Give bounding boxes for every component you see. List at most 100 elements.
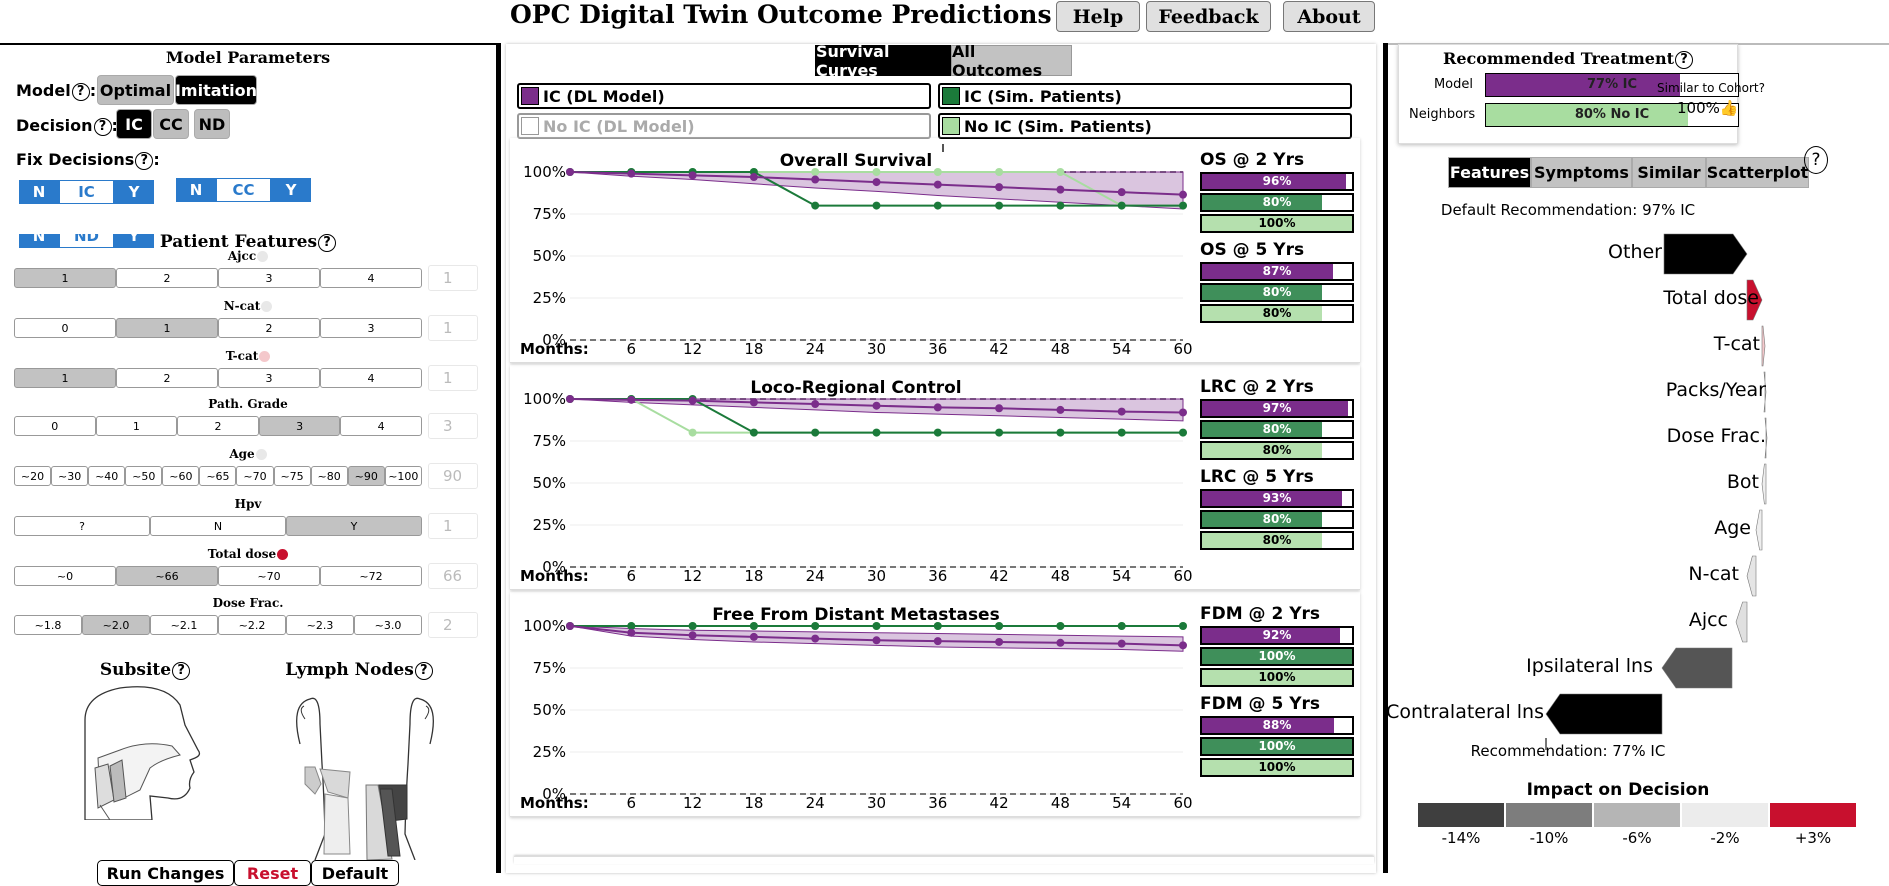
feature-value-path-grade[interactable]: 3 <box>428 413 478 439</box>
series-point[interactable] <box>566 622 574 630</box>
fix-ic-option-y[interactable]: Y <box>114 180 154 204</box>
feature-option[interactable]: 1 <box>14 368 116 388</box>
series-point[interactable] <box>1056 622 1065 630</box>
series-point[interactable] <box>1117 428 1126 437</box>
feature-option[interactable]: 1 <box>95 416 178 436</box>
waterfall-bar[interactable] <box>1763 371 1767 413</box>
series-point[interactable] <box>872 636 881 645</box>
feature-option[interactable]: ~60 <box>162 466 200 486</box>
feature-tab-symptoms[interactable]: Symptoms <box>1531 157 1632 188</box>
series-point[interactable] <box>995 404 1004 413</box>
waterfall-bar[interactable] <box>1761 463 1767 505</box>
lymph-nodes-help-icon[interactable]: ? <box>414 661 433 680</box>
feature-option[interactable]: ~50 <box>125 466 163 486</box>
series-point[interactable] <box>872 428 881 437</box>
waterfall-bar[interactable] <box>1661 647 1733 689</box>
feature-option[interactable]: 3 <box>320 318 422 338</box>
series-point[interactable] <box>872 201 881 210</box>
decision-option-nd[interactable]: ND <box>194 109 230 139</box>
fix-decisions-help-icon[interactable]: ? <box>135 151 154 170</box>
series-point[interactable] <box>872 401 881 410</box>
feature-option[interactable]: ~70 <box>236 466 274 486</box>
feature-option[interactable]: ~65 <box>199 466 237 486</box>
series-point[interactable] <box>1056 201 1065 210</box>
feature-option[interactable]: 0 <box>14 416 96 436</box>
series-point[interactable] <box>1056 428 1065 437</box>
series-point[interactable] <box>872 168 881 176</box>
series-point[interactable] <box>933 637 942 646</box>
series-point[interactable] <box>995 622 1004 630</box>
series-point[interactable] <box>1056 405 1065 414</box>
feature-option[interactable]: ~75 <box>273 466 311 486</box>
feature-option[interactable]: ~80 <box>310 466 348 486</box>
series-point[interactable] <box>995 183 1004 192</box>
fix-cc-option-y[interactable]: Y <box>271 178 311 202</box>
fix-ic-option-n[interactable]: N <box>19 180 59 204</box>
feature-option[interactable]: 2 <box>218 318 320 338</box>
series-point[interactable] <box>566 395 574 403</box>
feature-option[interactable]: ~66 <box>116 566 218 586</box>
legend-ic-dl-model[interactable]: IC (DL Model) <box>517 83 931 109</box>
series-point[interactable] <box>749 632 758 641</box>
feature-option[interactable]: 1 <box>14 268 116 288</box>
feature-option[interactable]: 1 <box>116 318 218 338</box>
series-point[interactable] <box>627 395 636 404</box>
series-point[interactable] <box>933 180 942 189</box>
feature-option[interactable]: ~40 <box>88 466 126 486</box>
feature-value-t-cat[interactable]: 1 <box>428 365 478 391</box>
series-point[interactable] <box>811 201 820 210</box>
feature-option[interactable]: N <box>150 516 286 536</box>
feature-value-age[interactable]: 90 <box>428 463 478 489</box>
series-point[interactable] <box>627 169 636 178</box>
series-point[interactable] <box>688 622 697 630</box>
series-point[interactable] <box>627 628 636 637</box>
waterfall-bar[interactable] <box>1735 601 1748 643</box>
series-point[interactable] <box>995 428 1004 437</box>
series-point[interactable] <box>1117 407 1126 416</box>
series-point[interactable] <box>872 178 881 187</box>
feature-option[interactable]: 2 <box>116 368 218 388</box>
series-point[interactable] <box>1117 188 1126 197</box>
feature-option[interactable]: 4 <box>340 416 422 436</box>
series-point[interactable] <box>688 171 697 180</box>
series-point[interactable] <box>749 173 758 182</box>
feature-value-ajcc[interactable]: 1 <box>428 265 478 291</box>
feature-option[interactable]: ~72 <box>320 566 422 586</box>
feature-value-hpv[interactable]: 1 <box>428 513 478 539</box>
series-point[interactable] <box>1179 201 1187 210</box>
waterfall-bar[interactable] <box>1746 279 1763 321</box>
series-point[interactable] <box>811 622 820 630</box>
feature-option[interactable]: ~2.2 <box>218 615 286 635</box>
model-option-optimal[interactable]: Optimal <box>97 75 174 105</box>
feature-option[interactable]: ~20 <box>14 466 52 486</box>
feature-option[interactable]: ? <box>14 516 150 536</box>
feature-option[interactable]: 0 <box>14 318 116 338</box>
series-point[interactable] <box>749 398 758 407</box>
feature-option[interactable]: ~30 <box>51 466 89 486</box>
feature-option[interactable]: 3 <box>258 416 341 436</box>
help-button[interactable]: Help <box>1056 1 1140 32</box>
decision-help-icon[interactable]: ? <box>93 117 112 136</box>
about-button[interactable]: About <box>1283 1 1375 32</box>
feature-value-dose-frac[interactable]: 2 <box>428 612 478 638</box>
tab-all-outcomes[interactable]: All Outcomes <box>951 42 1072 80</box>
series-point[interactable] <box>1179 622 1187 630</box>
series-point[interactable] <box>688 631 697 640</box>
series-point[interactable] <box>749 622 758 630</box>
series-point[interactable] <box>933 168 942 176</box>
waterfall-bar[interactable] <box>1755 509 1763 551</box>
series-point[interactable] <box>1056 168 1065 176</box>
feature-option[interactable]: ~2.0 <box>82 615 150 635</box>
series-point[interactable] <box>1056 185 1065 194</box>
feature-option[interactable]: ~0 <box>14 566 116 586</box>
series-point[interactable] <box>749 428 758 437</box>
waterfall-bar[interactable] <box>1764 417 1768 459</box>
feature-tabs-help-icon[interactable]: ? <box>1804 146 1828 174</box>
series-point[interactable] <box>995 168 1004 176</box>
series-point[interactable] <box>933 622 942 630</box>
feature-option[interactable]: 2 <box>116 268 218 288</box>
fix-cc-option-n[interactable]: N <box>176 178 216 202</box>
series-point[interactable] <box>811 634 820 643</box>
feature-option[interactable]: ~1.8 <box>14 615 82 635</box>
waterfall-bar[interactable] <box>1746 555 1757 597</box>
